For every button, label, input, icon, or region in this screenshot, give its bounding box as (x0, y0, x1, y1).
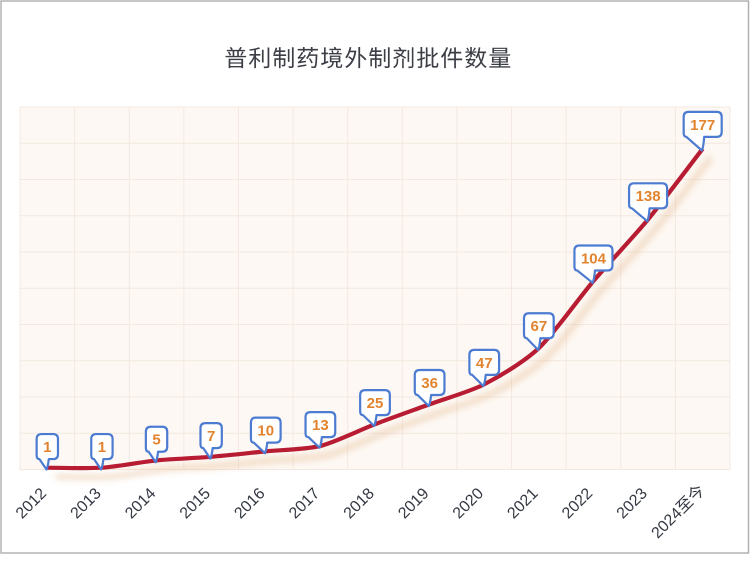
svg-text:177: 177 (690, 117, 715, 134)
svg-text:36: 36 (421, 375, 438, 392)
svg-text:13: 13 (312, 417, 329, 434)
svg-text:1: 1 (98, 439, 106, 456)
svg-text:138: 138 (636, 188, 661, 205)
svg-text:25: 25 (367, 395, 384, 412)
svg-text:1: 1 (43, 439, 51, 456)
svg-text:10: 10 (257, 423, 274, 440)
svg-text:7: 7 (207, 428, 215, 445)
svg-text:104: 104 (581, 250, 607, 267)
svg-text:67: 67 (531, 318, 548, 335)
svg-text:5: 5 (152, 432, 160, 449)
svg-text:47: 47 (476, 355, 493, 372)
